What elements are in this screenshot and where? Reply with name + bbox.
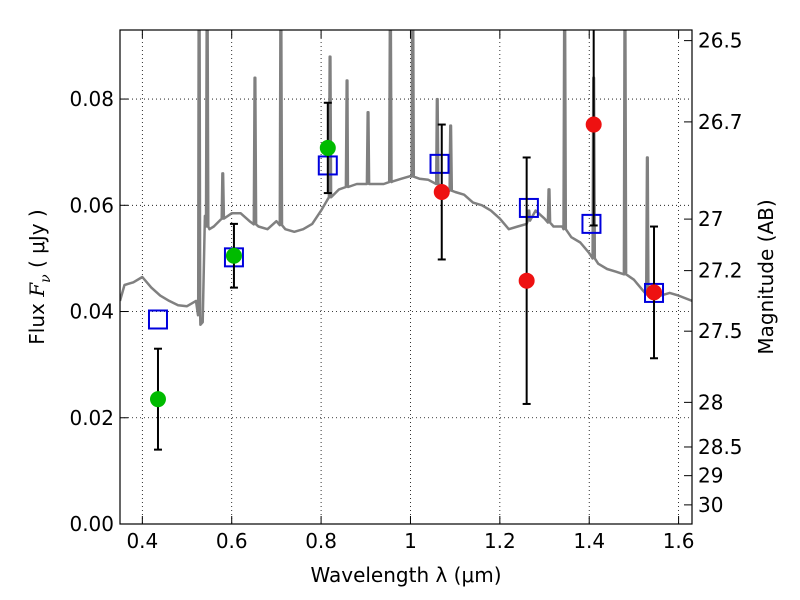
red-data-point xyxy=(646,284,663,301)
x-axis-label: Wavelength λ (μm) xyxy=(310,563,501,587)
red-data-point xyxy=(518,272,535,289)
green-data-point xyxy=(149,391,166,408)
y2-tick-label: 27.5 xyxy=(698,319,743,343)
y2-tick-label: 26.7 xyxy=(698,110,743,134)
plot-area xyxy=(120,30,692,451)
x-tick-label: 1.6 xyxy=(663,529,695,553)
y-tick-label: 0.08 xyxy=(69,87,114,111)
x-tick-label: 0.8 xyxy=(305,529,337,553)
x-tick-label: 0.6 xyxy=(216,529,248,553)
y2-tick-label: 26.5 xyxy=(698,29,743,53)
x-tick-label: 1.4 xyxy=(573,529,605,553)
right-axis-label: Magnitude (AB) xyxy=(754,199,778,354)
model-photometry-square xyxy=(518,197,539,218)
y-tick-label: 0.00 xyxy=(69,512,114,536)
green-data-point xyxy=(225,247,242,264)
green-data-point xyxy=(319,139,336,156)
y-tick-label: 0.06 xyxy=(69,193,114,217)
y2-tick-label: 27 xyxy=(698,207,723,231)
y2-tick-label: 30 xyxy=(698,493,723,517)
red-data-point xyxy=(585,116,602,133)
y2-tick-label: 27.2 xyxy=(698,259,743,283)
axis-ticks: 0.4 0.6 0.8 1 1.2 1.4 1.6 0.00 0.02 0.04 0.06 0.08 2… xyxy=(69,29,742,553)
y-tick-label: 0.02 xyxy=(69,406,114,430)
y2-tick-label: 28 xyxy=(698,390,723,414)
red-data-point xyxy=(433,184,450,201)
y-axis-label: Flux Fν ( μJy ) xyxy=(25,209,54,344)
model-photometry-square xyxy=(429,153,450,174)
model-photometry-square xyxy=(147,309,168,330)
y2-tick-label: 28.5 xyxy=(698,435,743,459)
y-tick-label: 0.04 xyxy=(69,300,114,324)
x-tick-label: 0.4 xyxy=(126,529,158,553)
plot-frame xyxy=(119,29,693,525)
model-spectrum-line xyxy=(120,30,692,327)
x-tick-label: 1 xyxy=(404,529,417,553)
y2-tick-label: 29 xyxy=(698,464,723,488)
model-photometry-square xyxy=(581,213,602,234)
x-tick-label: 1.2 xyxy=(484,529,516,553)
